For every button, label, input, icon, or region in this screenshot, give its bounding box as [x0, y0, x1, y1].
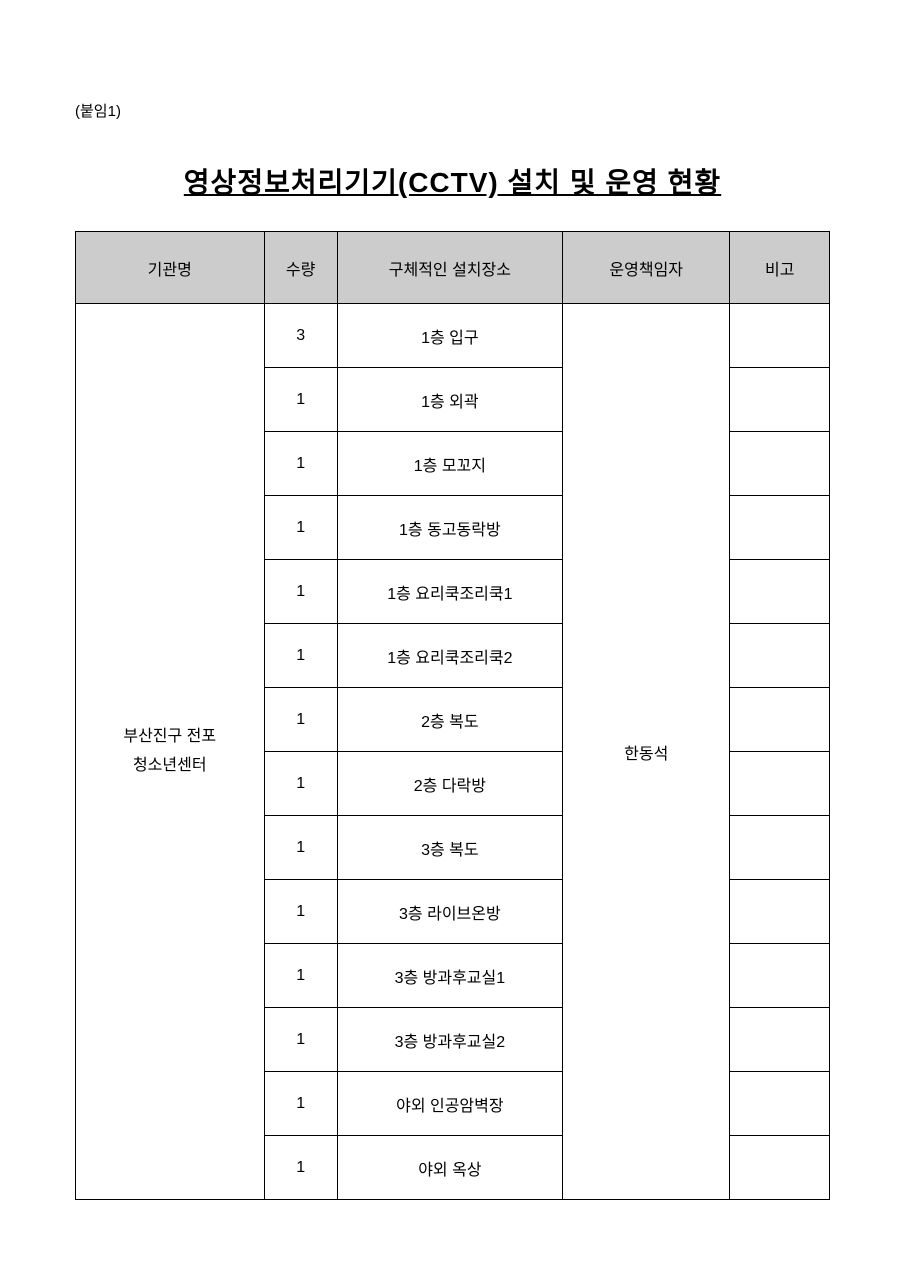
org-name-cell: 부산진구 전포청소년센터: [76, 304, 265, 1200]
note-cell: [730, 624, 830, 688]
table-header-row: 기관명 수량 구체적인 설치장소 운영책임자 비고: [76, 232, 830, 304]
location-cell: 2층 다락방: [337, 752, 562, 816]
location-cell: 1층 외곽: [337, 368, 562, 432]
col-header-manager: 운영책임자: [562, 232, 730, 304]
location-cell: 야외 옥상: [337, 1136, 562, 1200]
location-cell: 3층 라이브온방: [337, 880, 562, 944]
qty-cell: 1: [264, 1072, 337, 1136]
attachment-label: (붙임1): [75, 100, 830, 121]
qty-cell: 3: [264, 304, 337, 368]
qty-cell: 1: [264, 1008, 337, 1072]
page-title: 영상정보처리기기(CCTV) 설치 및 운영 현황: [75, 161, 830, 201]
note-cell: [730, 752, 830, 816]
manager-cell: 한동석: [562, 304, 730, 1200]
col-header-note: 비고: [730, 232, 830, 304]
location-cell: 1층 요리쿡조리쿡1: [337, 560, 562, 624]
note-cell: [730, 432, 830, 496]
location-cell: 1층 동고동락방: [337, 496, 562, 560]
qty-cell: 1: [264, 496, 337, 560]
note-cell: [730, 688, 830, 752]
note-cell: [730, 304, 830, 368]
org-name-line1: 부산진구 전포: [123, 728, 216, 745]
cctv-table: 기관명 수량 구체적인 설치장소 운영책임자 비고 부산진구 전포청소년센터31…: [75, 231, 830, 1200]
qty-cell: 1: [264, 624, 337, 688]
note-cell: [730, 1008, 830, 1072]
location-cell: 1층 모꼬지: [337, 432, 562, 496]
table-body: 부산진구 전포청소년센터31층 입구한동석11층 외곽11층 모꼬지11층 동고…: [76, 304, 830, 1200]
note-cell: [730, 1072, 830, 1136]
qty-cell: 1: [264, 368, 337, 432]
note-cell: [730, 1136, 830, 1200]
note-cell: [730, 368, 830, 432]
col-header-qty: 수량: [264, 232, 337, 304]
note-cell: [730, 944, 830, 1008]
table-row: 부산진구 전포청소년센터31층 입구한동석: [76, 304, 830, 368]
qty-cell: 1: [264, 432, 337, 496]
col-header-org: 기관명: [76, 232, 265, 304]
location-cell: 1층 요리쿡조리쿡2: [337, 624, 562, 688]
col-header-location: 구체적인 설치장소: [337, 232, 562, 304]
note-cell: [730, 560, 830, 624]
qty-cell: 1: [264, 688, 337, 752]
qty-cell: 1: [264, 752, 337, 816]
qty-cell: 1: [264, 1136, 337, 1200]
note-cell: [730, 880, 830, 944]
note-cell: [730, 496, 830, 560]
location-cell: 3층 방과후교실2: [337, 1008, 562, 1072]
org-name-line2: 청소년센터: [133, 757, 207, 774]
qty-cell: 1: [264, 944, 337, 1008]
location-cell: 3층 복도: [337, 816, 562, 880]
qty-cell: 1: [264, 816, 337, 880]
qty-cell: 1: [264, 560, 337, 624]
location-cell: 야외 인공암벽장: [337, 1072, 562, 1136]
location-cell: 1층 입구: [337, 304, 562, 368]
note-cell: [730, 816, 830, 880]
location-cell: 3층 방과후교실1: [337, 944, 562, 1008]
qty-cell: 1: [264, 880, 337, 944]
location-cell: 2층 복도: [337, 688, 562, 752]
